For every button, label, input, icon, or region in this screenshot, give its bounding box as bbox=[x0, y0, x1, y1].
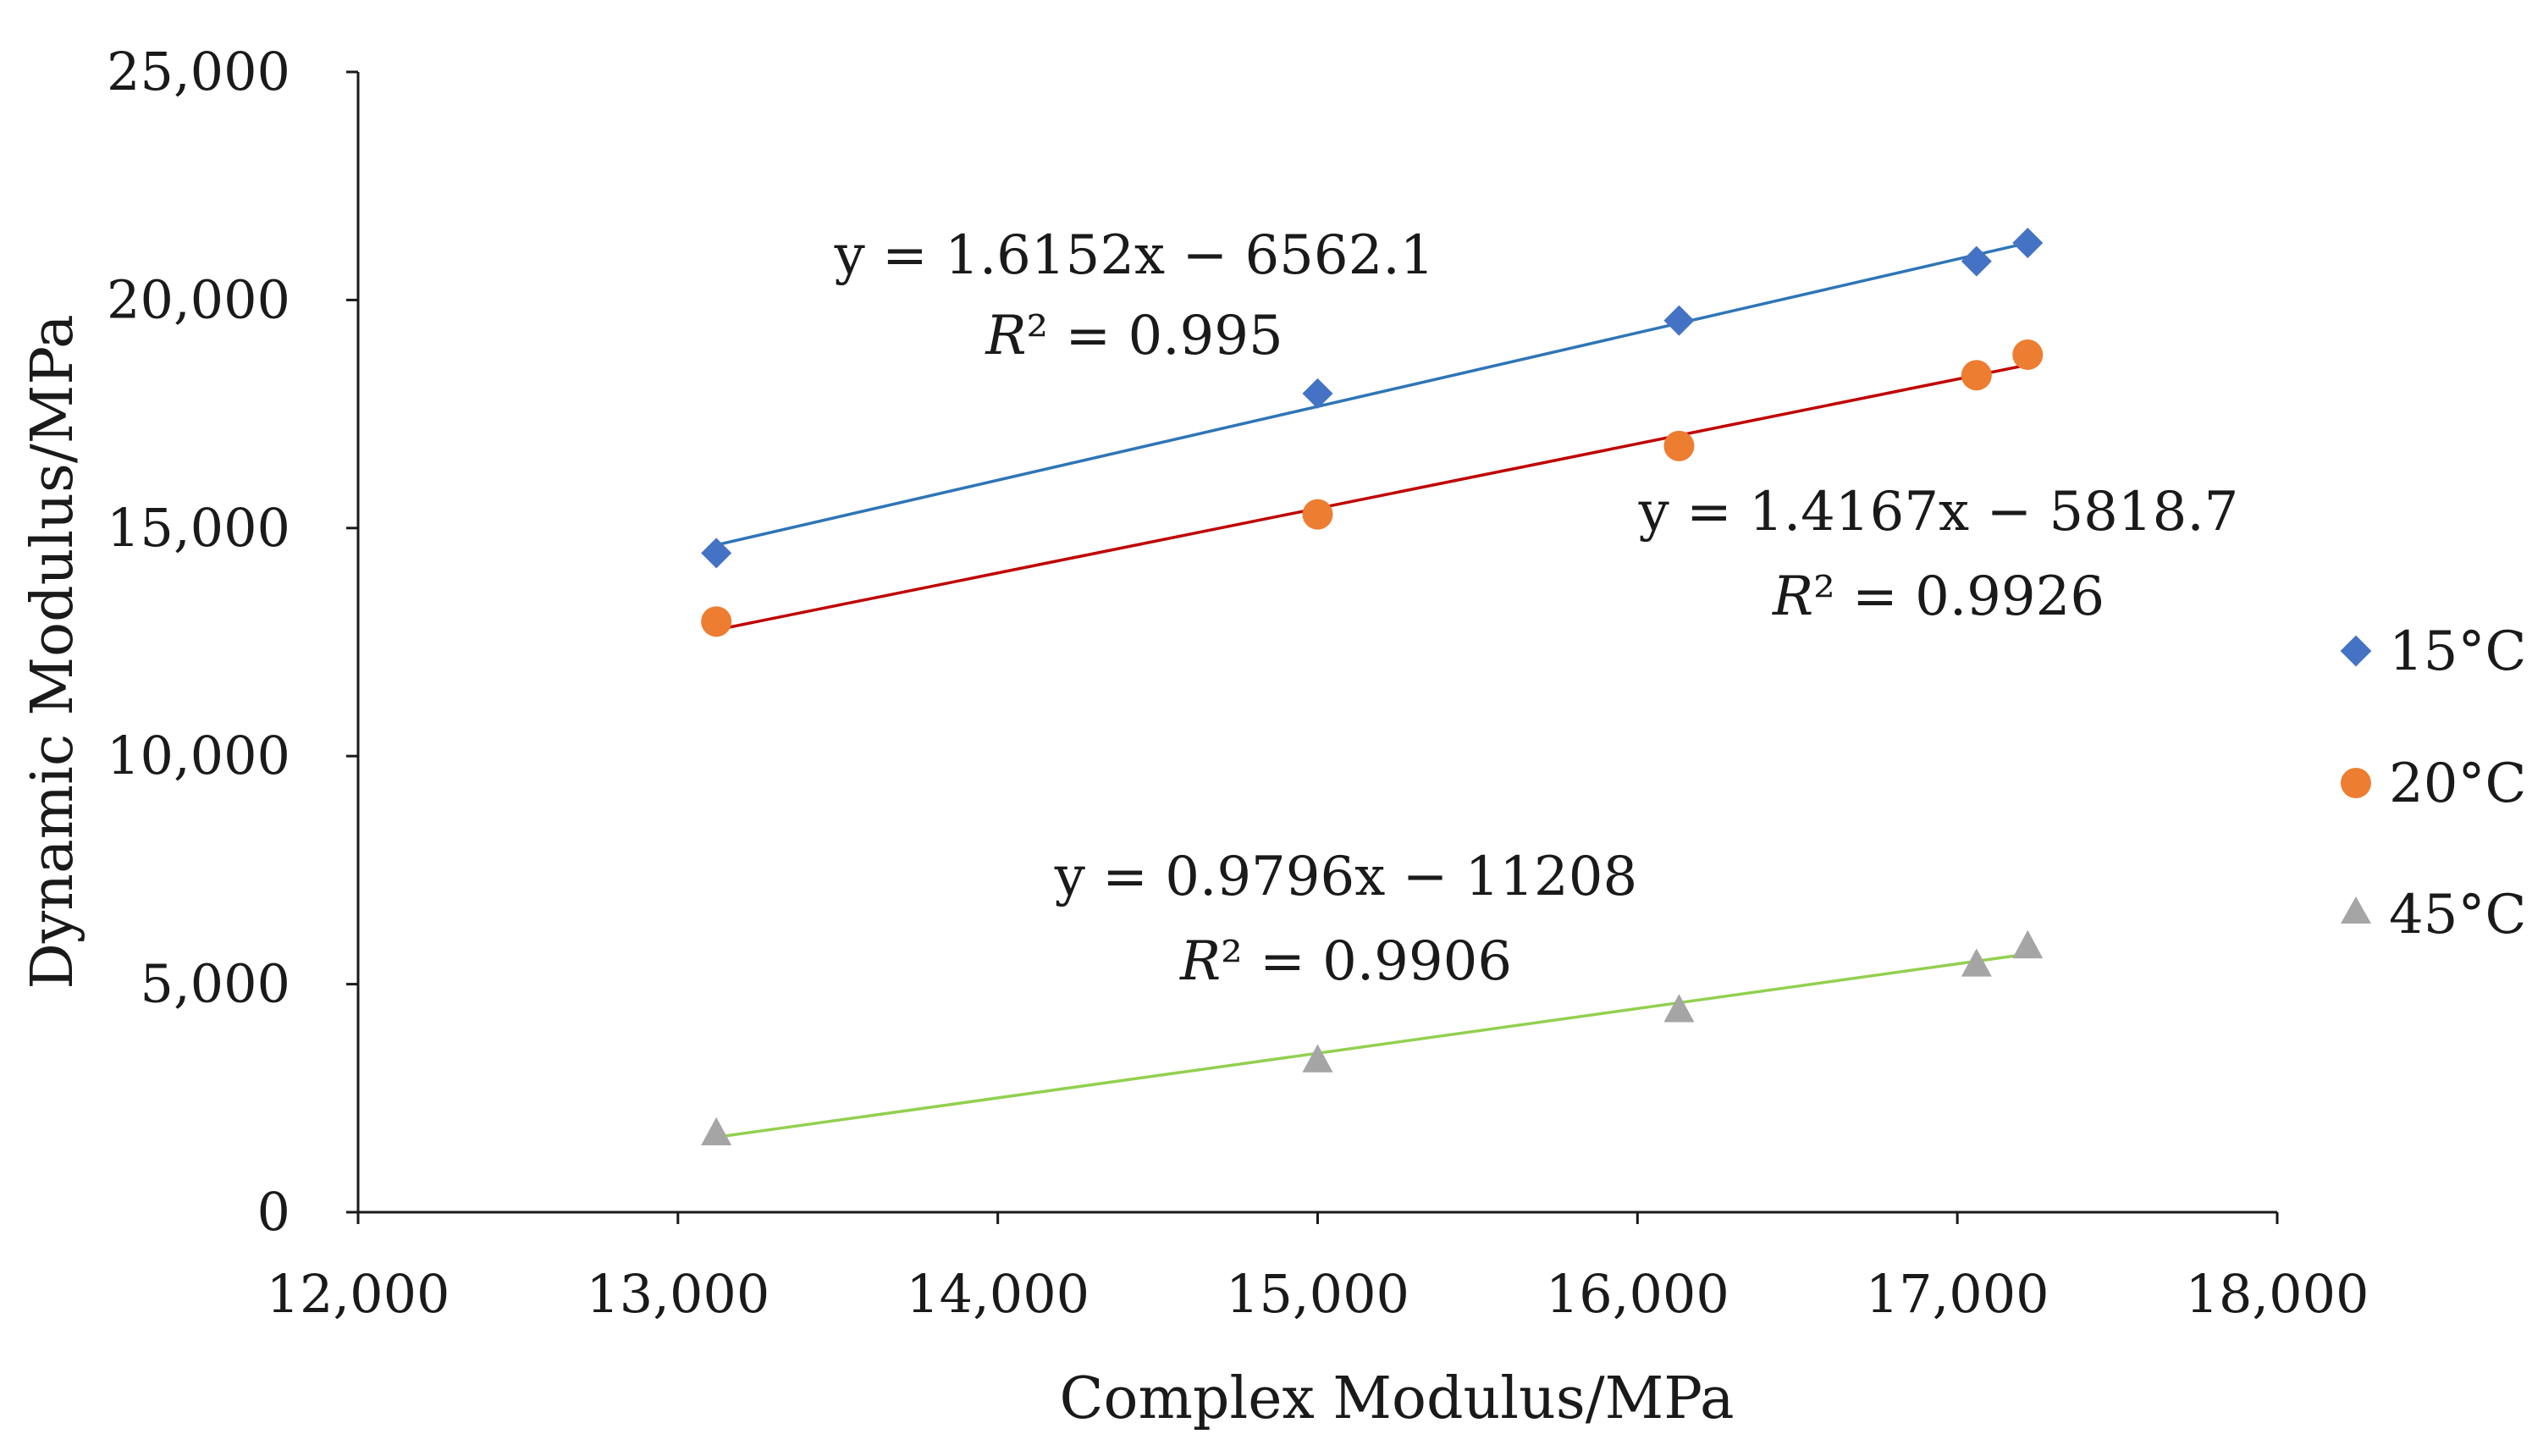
x-tick-label: 17,000 bbox=[1866, 1263, 2049, 1325]
r2-20c-value: ² = 0.9926 bbox=[1813, 565, 2104, 628]
r2-15c-value: ² = 0.995 bbox=[1027, 305, 1283, 367]
y-tick-label: 15,000 bbox=[107, 497, 290, 559]
point-45c bbox=[2012, 929, 2044, 959]
point-20c bbox=[2012, 339, 2044, 371]
r2-45c-value: ² = 0.9906 bbox=[1221, 930, 1512, 993]
point-45c bbox=[701, 1117, 732, 1146]
y-tick-label: 0 bbox=[257, 1181, 290, 1243]
y-axis-title: Dynamic Modulus/MPa bbox=[19, 314, 86, 989]
point-45c bbox=[1663, 994, 1695, 1023]
x-axis-title: Complex Modulus/MPa bbox=[1059, 1365, 1734, 1432]
point-15c bbox=[1663, 305, 1695, 336]
y-tick-label: 25,000 bbox=[107, 41, 290, 102]
y-tick-label: 5,000 bbox=[141, 953, 291, 1015]
point-20c bbox=[1302, 499, 1333, 530]
trendline-15c bbox=[715, 241, 2028, 547]
legend-marker-45c bbox=[2341, 896, 2371, 924]
equation-20c: y = 1.4167x − 5818.7 bbox=[1638, 481, 2239, 543]
point-45c bbox=[1302, 1044, 1333, 1073]
x-tick-label: 16,000 bbox=[1546, 1263, 1729, 1325]
legend: 15°C 20°C 45°C bbox=[2340, 620, 2526, 946]
plot-area: 0 5,000 10,000 15,000 20,000 25,000 12,000 13,0… bbox=[107, 41, 2369, 1325]
x-tick-label: 13,000 bbox=[586, 1263, 770, 1325]
point-45c bbox=[1961, 948, 1992, 977]
legend-label-20c: 20°C bbox=[2389, 753, 2526, 815]
r2-15c: R² = 0.995 bbox=[985, 305, 1283, 367]
r2-20c-symbol: R bbox=[1772, 565, 1813, 628]
point-20c bbox=[701, 606, 732, 637]
point-15c bbox=[2012, 228, 2044, 259]
legend-label-45c: 45°C bbox=[2389, 884, 2526, 946]
equation-15c: y = 1.6152x − 6562.1 bbox=[834, 224, 1435, 287]
x-tick-label: 12,000 bbox=[267, 1263, 450, 1325]
legend-marker-15c bbox=[2340, 635, 2372, 667]
point-15c bbox=[1302, 378, 1333, 409]
legend-marker-20c bbox=[2341, 768, 2371, 798]
point-20c bbox=[1663, 430, 1695, 461]
y-tick-label: 10,000 bbox=[107, 725, 290, 786]
r2-20c: R² = 0.9926 bbox=[1772, 565, 2104, 628]
x-tick-label: 14,000 bbox=[906, 1263, 1089, 1325]
r2-45c: R² = 0.9906 bbox=[1179, 930, 1512, 993]
x-tick-label: 15,000 bbox=[1226, 1263, 1409, 1325]
r2-15c-symbol: R bbox=[985, 305, 1026, 367]
trendline-45c bbox=[715, 952, 2028, 1139]
point-15c bbox=[701, 538, 732, 569]
series-15c bbox=[701, 228, 2044, 569]
y-tick-label: 20,000 bbox=[107, 268, 290, 330]
r2-45c-symbol: R bbox=[1179, 930, 1221, 993]
point-20c bbox=[1961, 360, 1992, 391]
trendline-20c bbox=[715, 363, 2028, 631]
point-15c bbox=[1961, 245, 1992, 277]
series-20c bbox=[701, 339, 2044, 637]
equation-45c: y = 0.9796x − 11208 bbox=[1054, 846, 1637, 908]
legend-label-15c: 15°C bbox=[2389, 620, 2526, 683]
series-45c bbox=[701, 929, 2044, 1146]
x-tick-label: 18,000 bbox=[2186, 1263, 2369, 1325]
